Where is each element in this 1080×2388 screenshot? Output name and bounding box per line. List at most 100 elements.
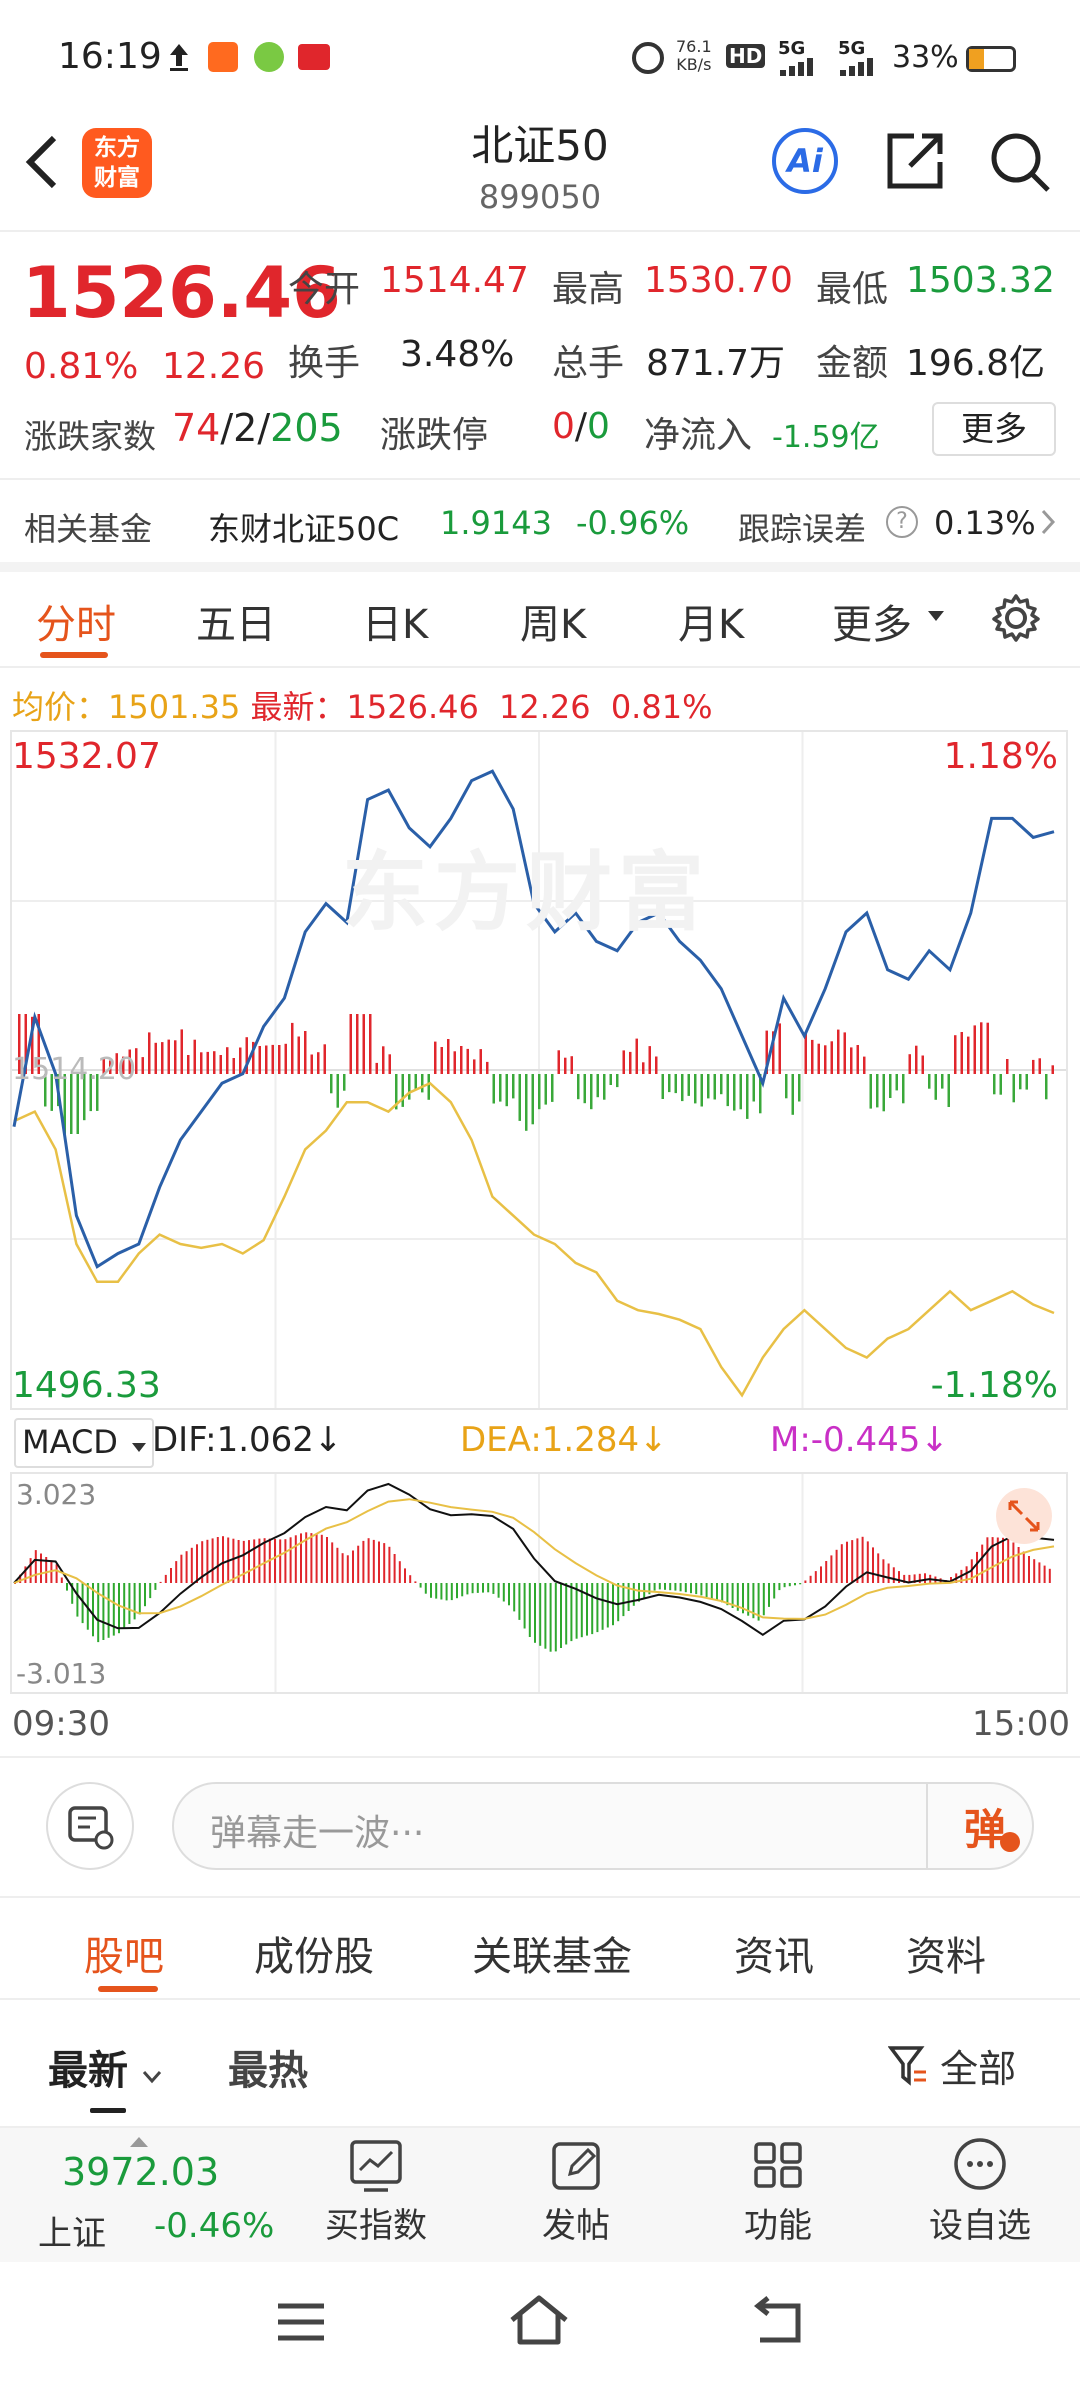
- gear-icon[interactable]: [990, 592, 1042, 644]
- volume-bar: [830, 1041, 833, 1074]
- chevron-right-icon[interactable]: [1040, 508, 1056, 540]
- volume-bar: [954, 1035, 957, 1074]
- status-bar: 16:19 76.1 KB/s HD 5G 5G 33%: [0, 0, 1080, 110]
- macd-bar: [128, 1583, 131, 1624]
- low-label: 最低: [816, 269, 889, 310]
- back-nav-icon[interactable]: [752, 2296, 804, 2350]
- macd-bar: [658, 1583, 661, 1590]
- macd-bar: [1012, 1542, 1015, 1583]
- volume-bar: [206, 1051, 209, 1074]
- macd-selector[interactable]: MACD: [14, 1418, 155, 1468]
- buy-index-button[interactable]: 买指数: [316, 2132, 436, 2256]
- macd-bar: [861, 1536, 864, 1583]
- volume-bar: [492, 1074, 495, 1104]
- feed-tab-latest[interactable]: 最新: [48, 2038, 162, 2096]
- tab-profile[interactable]: 资料: [906, 1934, 986, 1980]
- volume-bar: [395, 1074, 398, 1110]
- status-time: 16:19: [58, 36, 162, 77]
- flat-count: 2: [233, 406, 258, 450]
- signal-label: 5G: [778, 38, 806, 59]
- macd-bar: [367, 1538, 370, 1583]
- alarm-icon: [632, 42, 664, 74]
- macd-bar: [331, 1542, 334, 1583]
- volume-bar: [83, 1074, 86, 1121]
- active-tab-indicator: [40, 652, 108, 658]
- macd-bar: [409, 1575, 412, 1583]
- macd-bar: [508, 1583, 510, 1606]
- feed-tab-hot[interactable]: 最热: [228, 2048, 308, 2094]
- barrage-settings-button[interactable]: [46, 1782, 134, 1870]
- volume-bar: [453, 1051, 456, 1074]
- volume-bar: [856, 1045, 859, 1074]
- volume-bar: [850, 1047, 853, 1074]
- tab-more[interactable]: 更多: [832, 602, 912, 648]
- volume-bar: [694, 1074, 697, 1104]
- comment-input[interactable]: 弹幕走一波··· 弹: [172, 1782, 1034, 1870]
- tab-intraday[interactable]: 分时: [36, 602, 116, 648]
- macd-bar: [180, 1554, 183, 1583]
- post-button[interactable]: 发帖: [516, 2132, 636, 2256]
- macd-bar: [185, 1551, 188, 1583]
- macd-bar: [996, 1537, 999, 1583]
- macd-bar: [887, 1563, 890, 1583]
- search-icon[interactable]: [988, 130, 1052, 194]
- signal-icon: [780, 56, 820, 80]
- volume-bar: [908, 1054, 911, 1074]
- macd-bar: [107, 1583, 110, 1638]
- macd-bar: [830, 1555, 833, 1583]
- expand-icon[interactable]: [996, 1488, 1052, 1544]
- macd-bar: [617, 1583, 620, 1622]
- volume-bar: [447, 1039, 450, 1074]
- divider: [0, 230, 1080, 232]
- volume-bar: [382, 1046, 385, 1074]
- change-percent: 0.81%: [24, 346, 139, 387]
- macd-chart[interactable]: 3.023 -3.013: [10, 1472, 1068, 1694]
- volume-bar: [687, 1074, 690, 1096]
- tab-weekly-k[interactable]: 周K: [520, 602, 587, 648]
- volume-bar: [284, 1043, 287, 1074]
- volume-bar: [486, 1061, 489, 1074]
- back-icon[interactable]: [22, 132, 62, 192]
- upload-icon: [168, 42, 190, 72]
- intraday-chart[interactable]: 东方财富 1532.07 1.18% 1514.20 1496.33 -1.18…: [10, 730, 1068, 1410]
- app-notification-icon: [254, 42, 284, 72]
- filter-button[interactable]: 全部: [887, 2038, 1016, 2093]
- index-value[interactable]: 3972.03: [62, 2150, 220, 2194]
- volume-bar: [921, 1055, 924, 1074]
- volume-bar: [50, 1074, 53, 1111]
- macd-bar: [60, 1577, 63, 1583]
- macd-bar: [518, 1583, 521, 1620]
- add-watchlist-button[interactable]: 设自选: [920, 2132, 1040, 2256]
- barrage-toggle-button[interactable]: 弹: [964, 1796, 1024, 1856]
- tab-five-day[interactable]: 五日: [196, 602, 276, 648]
- ai-button[interactable]: Ai: [772, 128, 838, 194]
- index-change: -0.46%: [154, 2206, 275, 2246]
- share-icon[interactable]: [884, 130, 946, 192]
- tab-forum[interactable]: 股吧: [84, 1934, 164, 1980]
- more-button[interactable]: 更多: [932, 402, 1056, 456]
- functions-button[interactable]: 功能: [718, 2132, 838, 2256]
- mid-price-label: 1514.20: [12, 1052, 137, 1087]
- macd-bar: [66, 1583, 68, 1591]
- fund-name[interactable]: 东财北证50C: [208, 510, 400, 548]
- tab-constituents[interactable]: 成份股: [254, 1934, 374, 1980]
- menu-icon[interactable]: [276, 2300, 326, 2348]
- app-logo[interactable]: 东方 财富: [82, 128, 152, 198]
- volume-bar: [993, 1074, 996, 1095]
- tab-related-funds[interactable]: 关联基金: [472, 1934, 632, 1980]
- home-icon[interactable]: [508, 2294, 570, 2350]
- volume-label: 总手: [552, 343, 625, 384]
- pct-min-label: -1.18%: [930, 1365, 1058, 1406]
- macd-bar: [580, 1583, 583, 1638]
- tab-news[interactable]: 资讯: [734, 1934, 814, 1980]
- app-notification-icon: [208, 42, 238, 72]
- macd-bar: [856, 1538, 859, 1583]
- x-axis-start: 09:30: [12, 1704, 110, 1744]
- help-icon[interactable]: ?: [886, 506, 918, 538]
- macd-dif: DIF:1.062↓: [152, 1420, 343, 1460]
- macd-bar: [430, 1583, 432, 1598]
- tab-monthly-k[interactable]: 月K: [678, 602, 745, 648]
- volume-bar: [928, 1074, 931, 1089]
- volume-bar: [973, 1025, 976, 1074]
- tab-daily-k[interactable]: 日K: [362, 602, 429, 648]
